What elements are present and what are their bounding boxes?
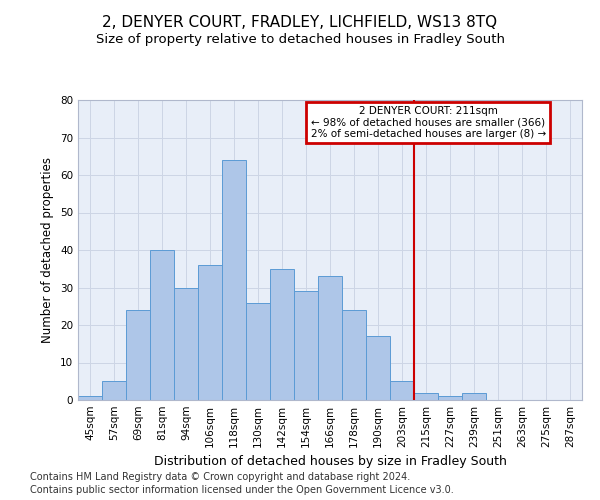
Bar <box>102 381 126 400</box>
Bar <box>270 269 294 400</box>
Text: Contains HM Land Registry data © Crown copyright and database right 2024.: Contains HM Land Registry data © Crown c… <box>30 472 410 482</box>
Bar <box>246 302 270 400</box>
X-axis label: Distribution of detached houses by size in Fradley South: Distribution of detached houses by size … <box>154 456 506 468</box>
Bar <box>174 288 198 400</box>
Bar <box>126 310 150 400</box>
Bar <box>318 276 342 400</box>
Bar <box>366 336 390 400</box>
Bar <box>222 160 246 400</box>
Text: Contains public sector information licensed under the Open Government Licence v3: Contains public sector information licen… <box>30 485 454 495</box>
Bar <box>294 291 318 400</box>
Bar <box>438 396 462 400</box>
Bar <box>150 250 174 400</box>
Bar <box>462 392 486 400</box>
Bar <box>78 396 102 400</box>
Text: Size of property relative to detached houses in Fradley South: Size of property relative to detached ho… <box>95 32 505 46</box>
Text: 2, DENYER COURT, FRADLEY, LICHFIELD, WS13 8TQ: 2, DENYER COURT, FRADLEY, LICHFIELD, WS1… <box>103 15 497 30</box>
Text: 2 DENYER COURT: 211sqm
← 98% of detached houses are smaller (366)
2% of semi-det: 2 DENYER COURT: 211sqm ← 98% of detached… <box>311 106 546 139</box>
Bar <box>414 392 438 400</box>
Bar <box>342 310 366 400</box>
Y-axis label: Number of detached properties: Number of detached properties <box>41 157 55 343</box>
Bar <box>198 265 222 400</box>
Bar <box>390 381 414 400</box>
